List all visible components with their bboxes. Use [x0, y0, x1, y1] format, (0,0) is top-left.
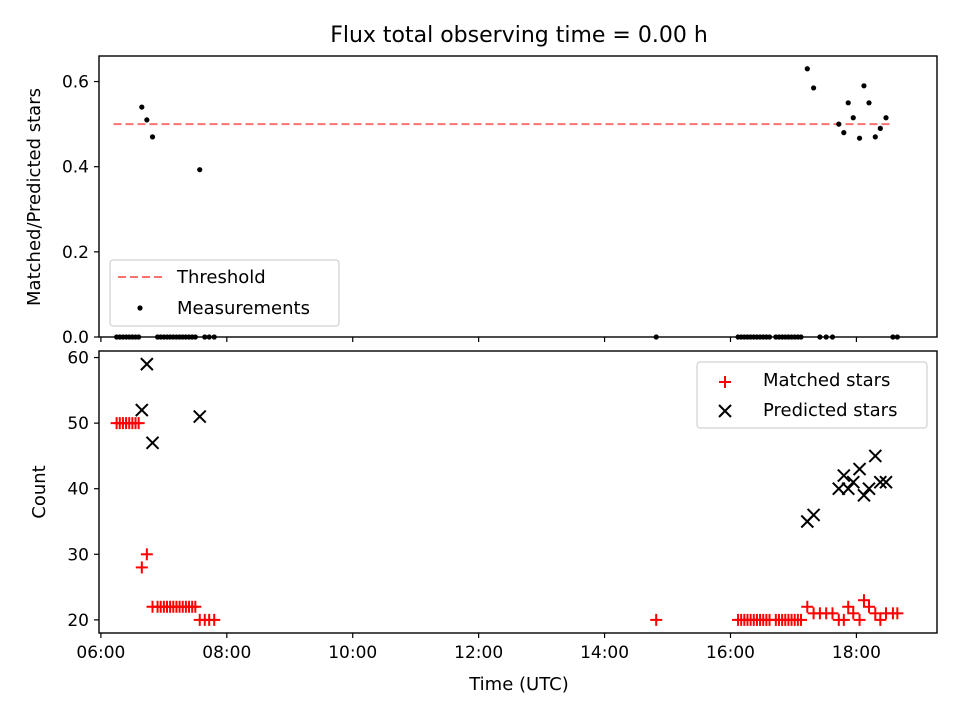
predicted-star-point — [140, 357, 154, 371]
matched-star-point — [869, 607, 882, 620]
matched-star-point — [132, 417, 145, 430]
matched-star-point — [650, 613, 663, 626]
predicted-star-point — [873, 475, 888, 489]
matched-star-point — [801, 600, 814, 613]
predicted-star-point — [879, 475, 893, 489]
bottom-legend: Matched stars Predicted stars — [696, 361, 928, 429]
bottom-panel: 06:00 08:00 10:00 12:00 14:00 16:00 18:00 20 30 4… — [29, 349, 938, 695]
bottom-y-tick-label: 30 — [67, 545, 89, 565]
top-y-tick-label: 0.6 — [62, 73, 89, 93]
x-tick-label: 10:00 — [328, 643, 377, 663]
measurement-point — [850, 115, 856, 121]
predicted-star-point — [193, 409, 207, 424]
bottom-axes-frame — [98, 350, 938, 634]
matched-star-point — [863, 600, 876, 613]
bottom-plot-area — [110, 357, 904, 626]
x-tick-label: 16:00 — [706, 643, 755, 663]
legend-predicted-label: Predicted stars — [763, 400, 897, 421]
top-y-axis-label: Matched/Predicted stars — [24, 88, 45, 306]
predicted-star-point — [846, 475, 860, 489]
top-y-tick-label: 0.2 — [62, 243, 89, 263]
matched-star-point — [135, 561, 148, 574]
measurement-point — [883, 115, 889, 121]
legend-measurements-label: Measurements — [177, 298, 310, 319]
x-tick-label: 14:00 — [580, 643, 629, 663]
predicted-star-point — [852, 462, 867, 476]
predicted-star-point — [806, 508, 821, 522]
x-tick-label: 08:00 — [202, 643, 251, 663]
top-y-tick-label: 0.0 — [62, 328, 89, 348]
legend-matched-label: Matched stars — [763, 370, 890, 391]
top-legend: Threshold Measurements — [109, 259, 340, 327]
chart-title: Flux total observing time = 0.00 h — [330, 23, 708, 48]
legend-predicted-swatch — [718, 404, 732, 418]
matched-star-point — [842, 600, 855, 613]
predicted-star-point — [135, 403, 149, 417]
measurement-point — [877, 125, 883, 131]
bottom-y-tick-label: 60 — [67, 349, 89, 369]
predicted-star-point — [832, 482, 846, 496]
predicted-star-point — [857, 488, 871, 502]
matched-star-point — [874, 613, 887, 626]
measurement-point — [810, 85, 817, 91]
predicted-star-point — [837, 468, 851, 483]
measurement-point — [866, 100, 872, 106]
bottom-y-axis-label: Count — [29, 465, 50, 518]
predicted-star-point — [145, 436, 160, 450]
measurement-point — [861, 83, 867, 89]
measurement-point — [804, 66, 810, 72]
measurement-point — [139, 104, 145, 110]
predicted-star-point — [841, 482, 855, 496]
matched-star-point — [891, 607, 904, 620]
matched-star-point — [847, 607, 860, 620]
bottom-y-tick-label: 20 — [67, 611, 89, 631]
measurement-point — [872, 134, 878, 140]
bottom-y-tick-label: 40 — [67, 480, 89, 500]
x-axis-label: Time (UTC) — [468, 674, 569, 695]
top-axes-frame — [98, 55, 938, 338]
top-y-tick-label: 0.4 — [62, 158, 89, 178]
legend-measurements-swatch — [137, 305, 143, 311]
measurement-point — [845, 100, 851, 106]
legend-threshold-label: Threshold — [176, 267, 266, 288]
matched-star-point — [853, 613, 866, 626]
legend-matched-swatch — [719, 376, 731, 388]
matched-star-point — [208, 613, 221, 626]
matched-star-point — [857, 594, 870, 607]
top-panel: 0.0 0.2 0.4 0.6 Matched/Predicted stars Thr… — [24, 55, 938, 348]
matched-star-point — [140, 548, 153, 561]
matched-star-point — [795, 613, 808, 626]
x-tick-label: 12:00 — [454, 643, 503, 663]
bottom-y-tick-label: 50 — [67, 414, 89, 434]
x-tick-label: 06:00 — [76, 643, 125, 663]
measurement-point — [197, 167, 203, 173]
matched-star-point — [826, 607, 839, 620]
predicted-star-point — [862, 482, 876, 496]
bottom-legend-box — [696, 361, 928, 429]
predicted-star-point — [868, 449, 883, 463]
top-legend-box — [109, 259, 340, 327]
matched-star-point — [189, 600, 202, 613]
measurement-point — [836, 121, 842, 127]
measurement-point — [144, 117, 150, 123]
measurement-point — [841, 130, 847, 136]
matched-star-point — [837, 613, 850, 626]
measurement-point — [149, 134, 156, 140]
measurement-point — [856, 135, 863, 141]
x-tick-label: 18:00 — [832, 643, 881, 663]
